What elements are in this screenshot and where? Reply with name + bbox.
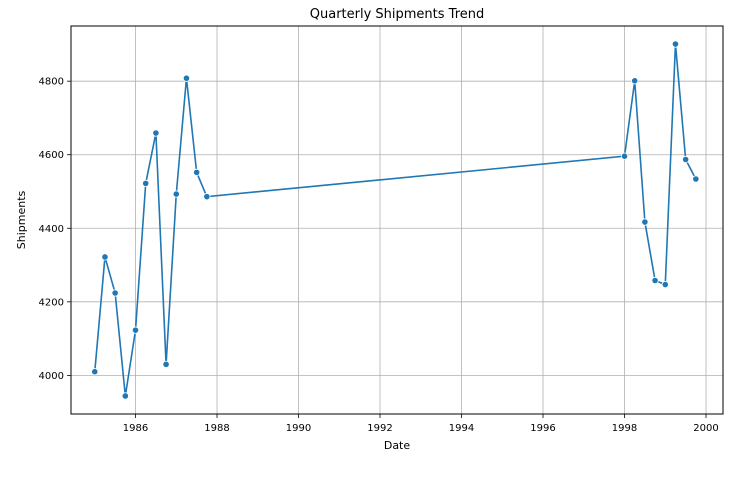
data-point	[121, 392, 129, 400]
series-line	[93, 43, 697, 397]
x-tick-label: 1990	[286, 423, 311, 434]
data-point	[182, 74, 191, 82]
data-point	[101, 253, 109, 261]
x-tick-label: 1996	[530, 423, 555, 434]
x-tick-label: 1992	[367, 423, 392, 434]
data-point	[631, 77, 639, 85]
data-point	[203, 193, 211, 201]
data-point	[671, 40, 680, 48]
y-tick-label: 4600	[39, 150, 64, 161]
data-point	[193, 168, 201, 176]
data-point	[142, 179, 150, 188]
data-point	[162, 360, 170, 368]
y-tick-label: 4200	[39, 297, 64, 308]
data-point	[692, 175, 700, 183]
x-axis-ticks: 1986 1988 1990 1992 1994 1996 1998 2000	[123, 414, 719, 434]
data-point	[111, 289, 119, 297]
data-point	[131, 326, 140, 334]
x-tick-label: 2000	[693, 423, 718, 434]
x-tick-label: 1994	[449, 423, 474, 434]
y-tick-label: 4000	[39, 371, 64, 382]
data-point	[91, 368, 99, 376]
data-point	[651, 276, 659, 285]
data-point	[641, 218, 649, 226]
data-point	[620, 152, 629, 160]
y-axis-label: Shipments	[15, 190, 28, 249]
y-axis-ticks: 4000 4200 4400 4600 4800	[39, 77, 71, 382]
data-point	[661, 280, 669, 289]
y-tick-label: 4400	[39, 224, 64, 235]
x-tick-label: 1998	[612, 423, 637, 434]
data-point	[172, 190, 180, 198]
y-tick-label: 4800	[39, 77, 64, 88]
x-tick-label: 1986	[123, 423, 148, 434]
plot-area-frame	[70, 25, 724, 415]
grid	[71, 26, 723, 414]
x-tick-label: 1988	[204, 423, 229, 434]
chart-title: Quarterly Shipments Trend	[310, 7, 485, 22]
series-markers	[91, 40, 700, 400]
data-point	[152, 129, 160, 137]
data-point	[682, 155, 690, 164]
x-axis-label: Date	[384, 439, 411, 452]
